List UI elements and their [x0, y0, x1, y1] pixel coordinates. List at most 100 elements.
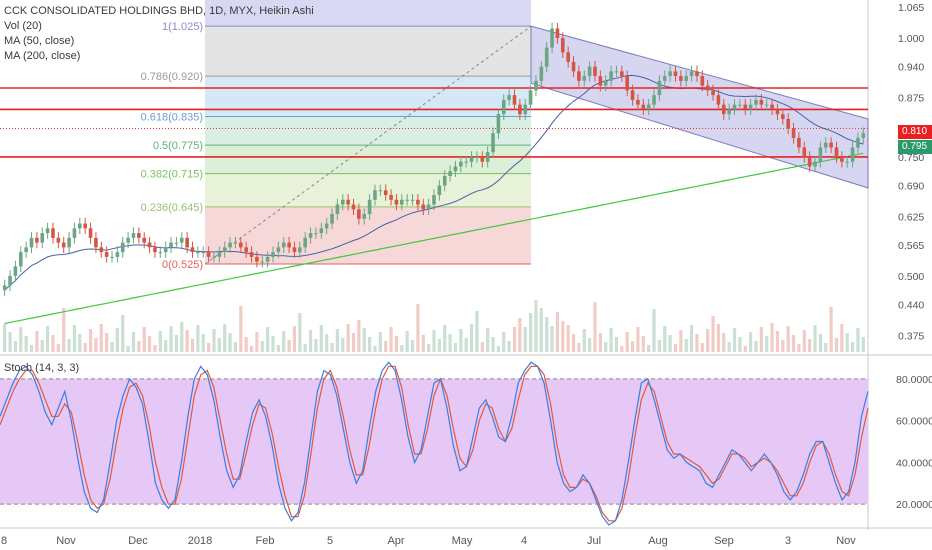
volume-bar	[158, 331, 162, 352]
candle-body	[405, 199, 409, 201]
volume-bar	[856, 328, 860, 352]
volume-bar	[722, 333, 726, 352]
volume-bar	[834, 338, 839, 352]
volume-bar	[255, 332, 259, 352]
time-tick-label: Apr	[387, 535, 404, 547]
candle-body	[480, 156, 485, 162]
volume-bar	[271, 336, 275, 352]
volume-bar	[223, 324, 227, 352]
volume-bar	[850, 342, 855, 352]
volume-bar	[303, 344, 307, 352]
candle-body	[528, 90, 533, 105]
volume-bar	[368, 337, 372, 352]
volume-bar	[88, 329, 93, 352]
candle-body	[357, 209, 361, 219]
candle-body	[324, 223, 329, 229]
volume-bar	[29, 345, 34, 352]
candle-body	[260, 261, 265, 263]
stoch-tick-label: 80.0000	[896, 374, 932, 386]
volume-bar	[400, 345, 404, 352]
candle-body	[657, 80, 662, 96]
chart-title: CCK CONSOLIDATED HOLDINGS BHD, 1D, MYX, …	[4, 5, 314, 17]
volume-bar	[475, 311, 479, 352]
volume-bar	[598, 333, 602, 352]
volume-bar	[19, 327, 23, 352]
price-tick-label: 0.375	[898, 330, 924, 342]
volume-bar	[464, 338, 468, 352]
candle-body	[29, 237, 34, 248]
volume-bar	[459, 329, 463, 352]
volume-bar	[786, 326, 790, 352]
candle-body	[35, 237, 39, 243]
volume-bar	[51, 335, 55, 352]
candle-body	[94, 237, 98, 248]
price-tick-label: 0.940	[898, 62, 924, 74]
fib-level-label: 0.786(0.920)	[141, 71, 203, 83]
candle-body	[330, 214, 334, 224]
ma50-label: MA (50, close)	[4, 35, 75, 47]
volume-bar	[169, 326, 173, 352]
candle-body	[13, 266, 18, 276]
candle-body	[83, 223, 87, 229]
candle-body	[791, 128, 796, 138]
fib-level-label: 1(1.025)	[162, 21, 203, 33]
stochastic-pane[interactable]: 80.0000 60.0000 40.0000 20.0000	[0, 361, 932, 526]
candle-body	[78, 223, 82, 229]
candle-body	[539, 66, 544, 81]
candle-body	[550, 28, 554, 48]
volume-bar	[845, 333, 849, 352]
candle-body	[695, 71, 699, 77]
volume-bar	[362, 328, 366, 352]
volume-bar	[142, 327, 146, 352]
volume-bar	[137, 341, 141, 352]
volume-bar	[266, 327, 270, 352]
volume-bar	[330, 343, 334, 352]
price-tick-label: 0.500	[898, 271, 924, 283]
candle-body	[131, 233, 136, 238]
volume-bar	[212, 329, 216, 352]
candle-body	[754, 99, 758, 105]
volume-bar	[437, 339, 441, 352]
candle-body	[340, 199, 345, 205]
candle-body	[276, 247, 281, 253]
candle-body	[636, 99, 640, 105]
candle-body	[163, 247, 168, 253]
candle-body	[577, 71, 581, 81]
candle-body	[614, 71, 619, 73]
candle-body	[856, 137, 860, 148]
volume-bar	[384, 341, 388, 352]
candle-body	[410, 199, 415, 201]
time-axis[interactable]: 8 Nov Dec 2018 Feb 5 Apr May 4 Jul Aug Sep 3 Nov	[1, 535, 856, 547]
candle-body	[727, 109, 731, 115]
volume-bar	[13, 341, 18, 352]
volume-bar	[641, 336, 645, 352]
candle-body	[126, 237, 130, 243]
candle-body	[18, 252, 23, 267]
price-tick-label: 1.000	[898, 33, 924, 45]
volume-bar	[46, 326, 50, 352]
stoch-legend: Stoch (14, 3, 3)	[4, 361, 79, 376]
price-tick-label: 1.065	[898, 2, 924, 14]
candle-body	[137, 233, 141, 238]
candle-body	[51, 228, 55, 238]
candle-body	[378, 190, 383, 192]
fib-level-label: 0.382(0.715)	[141, 169, 203, 181]
candle-body	[620, 71, 624, 77]
candle-body	[770, 104, 774, 110]
volume-bar	[765, 336, 769, 352]
time-tick-label: Feb	[256, 535, 275, 547]
volume-bar	[378, 332, 382, 352]
candle-body	[646, 104, 651, 110]
volume-bar	[668, 335, 672, 352]
candle-body	[61, 242, 66, 248]
stoch-tick-label: 20.0000	[896, 499, 932, 511]
time-tick-label: Nov	[56, 535, 76, 547]
fib-zone	[205, 206, 531, 264]
volume-bar	[550, 326, 554, 352]
volume-bar	[469, 324, 474, 352]
candle-body	[24, 247, 28, 253]
stoch-label: Stoch (14, 3, 3)	[4, 362, 80, 374]
volume-bar	[797, 344, 801, 352]
volume-bar	[716, 324, 721, 352]
